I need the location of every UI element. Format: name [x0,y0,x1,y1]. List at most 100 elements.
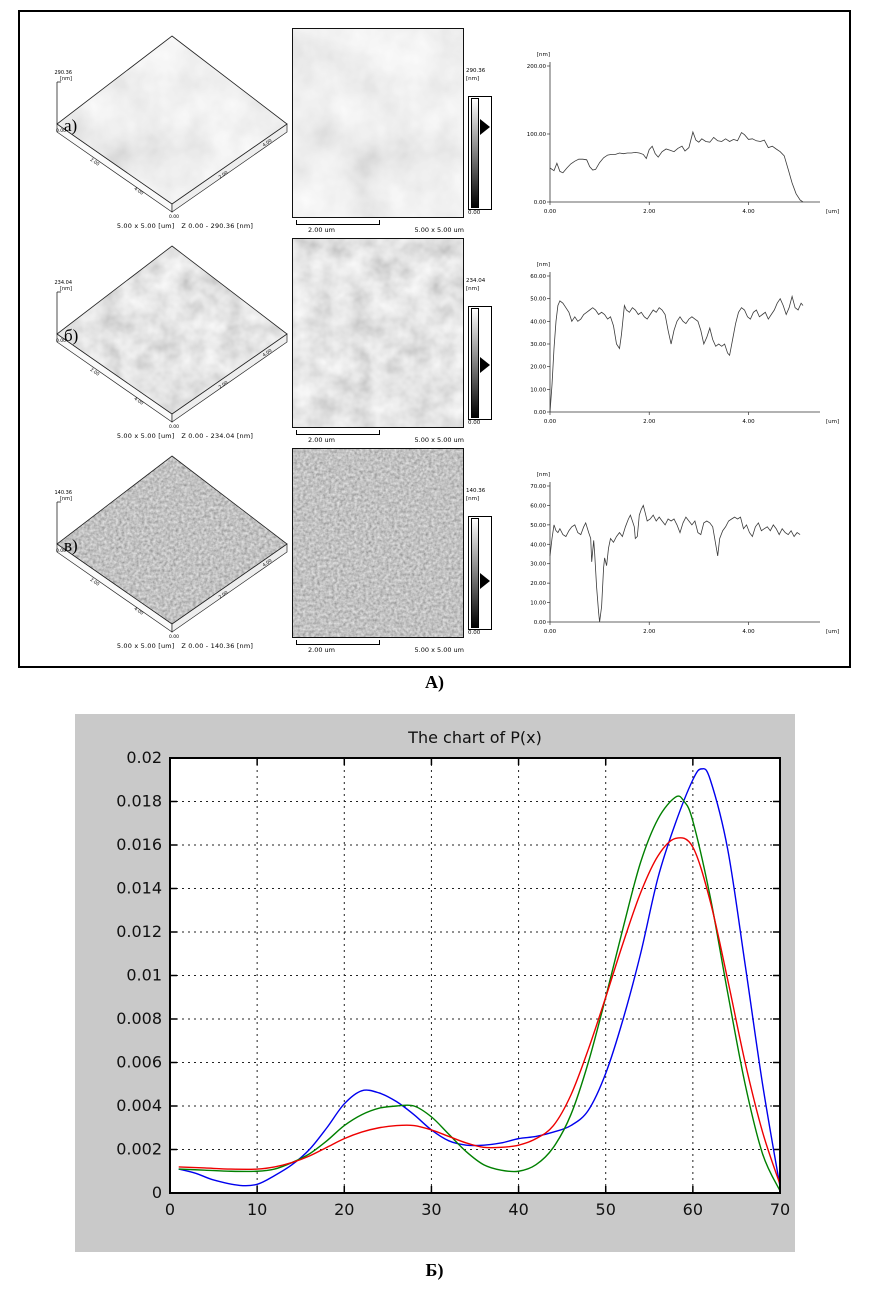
svg-text:0.018: 0.018 [116,792,162,811]
svg-text:100.00: 100.00 [527,132,547,138]
height-profile-chart: 0.00 100.00 200.00 0.00 2.00 4.00 [nm] [um] [527,52,839,215]
panel-afm-figure: 290.36 [nm] 0.00 2.00 4.00 2.00 4.00 0.0… [18,10,851,668]
scan-size-label: 5.00 x 5.00 um [414,646,464,654]
svg-text:20: 20 [334,1200,354,1219]
afm-2d-image [292,238,464,428]
z-unit-label: [nm] [60,286,72,292]
colorbar-max-label: 290.36 [466,68,486,74]
axis-tick: 4.00 [133,186,145,197]
scan-caption: 5.00 x 5.00 [um] Z 0.00 - 234.04 [nm] [116,432,254,440]
scale-bar-label: 2.00 um [308,646,335,654]
svg-text:2.00: 2.00 [643,419,656,425]
svg-text:10.00: 10.00 [530,601,546,607]
colorbar-gradient [471,308,479,418]
row-letter: б) [64,326,79,345]
z-max-label: 290.36 [55,70,73,76]
svg-text:0.002: 0.002 [116,1140,162,1159]
origin-label: 0.00 [56,338,66,344]
axis-tick: 2.00 [89,157,101,168]
row-letter: в) [64,536,78,555]
scan-caption: 5.00 x 5.00 [um] Z 0.00 - 140.36 [nm] [116,642,254,650]
svg-text:0.02: 0.02 [126,748,162,767]
svg-text:0.00: 0.00 [544,629,557,635]
svg-text:0.006: 0.006 [116,1053,162,1072]
svg-text:[nm]: [nm] [537,52,550,58]
afm-3d-surface: 140.36 [nm] 0.00 2.00 4.00 2.00 4.00 0.0… [55,455,288,640]
svg-text:[um]: [um] [826,629,839,635]
height-colorbar [468,306,492,420]
svg-text:70: 70 [770,1200,790,1219]
svg-text:30: 30 [421,1200,441,1219]
colorbar-unit-label: [nm] [466,286,480,292]
scale-bar [296,640,380,645]
px-chart: 0 10 20 30 40 50 60 70 0 0.002 0.004 0.006 0.008 0.01… [116,748,790,1219]
axis-tick: 4.00 [262,138,274,149]
svg-text:0.00: 0.00 [534,200,547,206]
svg-text:[nm]: [nm] [537,262,550,268]
svg-text:20.00: 20.00 [530,581,546,587]
origin-label: 0.00 [56,128,66,134]
axis-tick: 2.00 [218,380,230,391]
section-a-label: А) [425,672,444,692]
afm-2d-image [292,28,464,218]
colorbar-unit-label: [nm] [466,496,480,502]
afm-row-v: 140.36 [nm] 0.00 2.00 4.00 2.00 4.00 0.0… [20,440,849,654]
svg-text:60: 60 [683,1200,703,1219]
svg-text:0: 0 [165,1200,175,1219]
svg-text:4.00: 4.00 [742,209,755,215]
panel-px-chart: The chart of P(x) 0 10 20 30 40 50 60 70 0 0.002 0… [75,714,795,1252]
svg-text:70.00: 70.00 [530,484,546,490]
origin-label: 0.00 [56,548,66,554]
colorbar-min-label: 0.00 [468,630,481,636]
height-colorbar [468,516,492,630]
scan-size-label: 5.00 x 5.00 um [414,436,464,444]
svg-text:10: 10 [247,1200,267,1219]
svg-text:50.00: 50.00 [530,523,546,529]
axis-tick: 4.00 [133,396,145,407]
svg-text:0: 0 [152,1183,162,1202]
colorbar-unit-label: [nm] [466,76,480,82]
scan-caption: 5.00 x 5.00 [um] Z 0.00 - 290.36 [nm] [116,222,254,230]
svg-text:40.00: 40.00 [530,319,546,325]
colorbar-gradient [471,98,479,208]
px-chart-title: The chart of P(x) [408,728,542,747]
svg-text:0.016: 0.016 [116,835,162,854]
section-b-label: Б) [425,1260,444,1280]
scale-bar-label: 2.00 um [308,226,335,234]
colorbar-max-label: 234.04 [466,278,486,284]
afm-row-a: 290.36 [nm] 0.00 2.00 4.00 2.00 4.00 0.0… [20,20,849,234]
afm-3d-surface: 234.04 [nm] 0.00 2.00 4.00 2.00 4.00 0.0… [55,245,288,430]
height-profile-chart: 0.00 10.00 20.00 30.00 40.00 50.00 60.00 70.00 0… [530,472,839,635]
svg-text:0.00: 0.00 [544,419,557,425]
svg-text:0.004: 0.004 [116,1096,162,1115]
svg-text:50: 50 [596,1200,616,1219]
height-colorbar [468,96,492,210]
axis-tick: 4.00 [262,558,274,569]
svg-text:60.00: 60.00 [530,503,546,509]
z-max-label: 234.04 [55,280,73,286]
colorbar-histogram [480,119,490,135]
svg-text:30.00: 30.00 [530,562,546,568]
colorbar-histogram [480,573,490,589]
scale-bar [296,430,380,435]
svg-text:2.00: 2.00 [643,209,656,215]
axis-tick: 2.00 [89,367,101,378]
scale-bar [296,220,380,225]
axis-tick: 2.00 [218,590,230,601]
svg-text:60.00: 60.00 [530,274,546,280]
svg-text:50.00: 50.00 [530,297,546,303]
svg-text:[um]: [um] [826,209,839,215]
scale-bar-label: 2.00 um [308,436,335,444]
svg-text:2.00: 2.00 [643,629,656,635]
z-unit-label: [nm] [60,496,72,502]
row-letter: a) [64,116,78,135]
axis-tick: 2.00 [89,577,101,588]
svg-text:0.01: 0.01 [126,966,162,985]
svg-text:0.014: 0.014 [116,879,162,898]
svg-text:0.00: 0.00 [534,410,547,416]
colorbar-gradient [471,518,479,628]
svg-text:[nm]: [nm] [537,472,550,478]
svg-text:0.00: 0.00 [544,209,557,215]
svg-text:30.00: 30.00 [530,342,546,348]
